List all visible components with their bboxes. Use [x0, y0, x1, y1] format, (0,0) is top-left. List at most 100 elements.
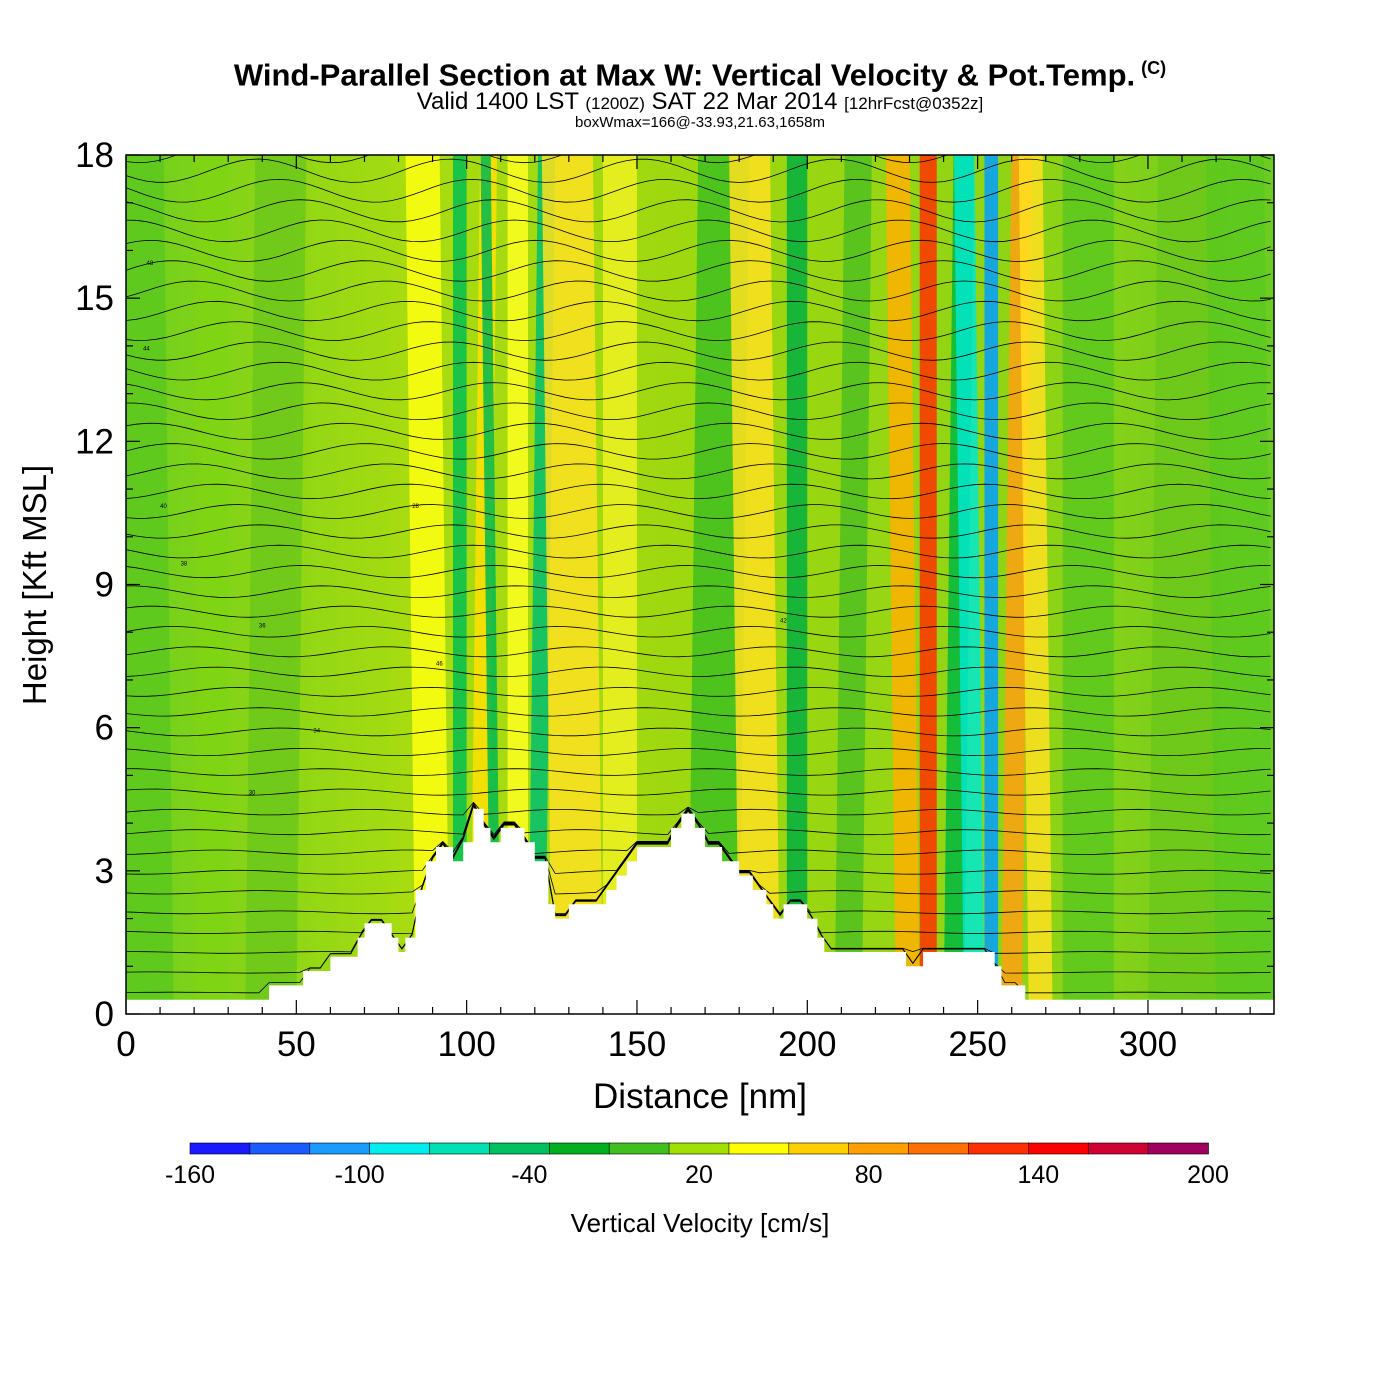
valid-prefix: Valid 1400 LST: [416, 88, 579, 116]
legend-tick-label: 80: [855, 1161, 883, 1189]
contour-label: 34: [313, 728, 320, 734]
theta-contour: [126, 666, 1271, 678]
theta-contour: [126, 361, 1271, 381]
legend-tick-label: -100: [335, 1161, 385, 1189]
velocity-band: [405, 155, 450, 1014]
color-legend: -160 -100 -40 20 80 140 200: [165, 1142, 1229, 1189]
theta-contour: [126, 747, 1271, 757]
y-tick-label: 9: [95, 566, 114, 605]
theta-contour: [126, 646, 1271, 658]
velocity-band: [602, 155, 637, 1014]
velocity-band: [453, 155, 467, 1014]
theta-contour: [126, 402, 1271, 421]
y-tick-label: 18: [75, 136, 114, 175]
terrain: [126, 808, 1274, 1014]
legend-swatch: [1147, 1142, 1209, 1155]
theta-contour: [126, 199, 1271, 223]
contour-label: 44: [143, 347, 150, 353]
velocity-band: [885, 155, 920, 1014]
y-tick-label: 15: [75, 279, 114, 318]
legend-swatch: [369, 1142, 431, 1155]
x-tick-label: 200: [778, 1025, 836, 1064]
contour-label: 42: [780, 619, 787, 625]
theta-contour: [126, 280, 1271, 302]
legend-swatch: [668, 1142, 730, 1155]
velocity-band: [1018, 155, 1053, 1014]
velocity-band: [919, 155, 937, 1014]
y-axis: 0 36 9 12 15 18: [75, 136, 1274, 1034]
theta-contour: [126, 788, 1271, 796]
legend-swatch: [548, 1142, 610, 1155]
velocity-band: [1147, 155, 1227, 1014]
contour-label: 28: [412, 504, 419, 510]
legend-swatch: [908, 1142, 970, 1155]
theta-contour: [126, 524, 1271, 539]
theta-contour: [126, 300, 1271, 322]
theta-contour: [126, 341, 1271, 361]
legend-swatch: [309, 1142, 371, 1155]
x-axis: 0 50 100 150 200 250 300: [116, 155, 1251, 1064]
theta-contours: [126, 155, 1271, 994]
velocity-band: [984, 155, 999, 1014]
x-tick-label: 100: [437, 1025, 495, 1064]
chart-subtitle: Valid 1400 LST (1200Z) SAT 22 Mar 2014 […: [0, 88, 1400, 116]
theta-contour: [126, 443, 1271, 460]
theta-contour: [126, 625, 1271, 638]
velocity-band: [729, 155, 781, 1014]
x-tick-label: 250: [948, 1025, 1006, 1064]
velocity-band: [954, 155, 985, 1014]
valid-zulu: (1200Z): [585, 94, 645, 114]
x-axis-label: Distance [nm]: [593, 1077, 807, 1116]
y-tick-label: 0: [95, 995, 114, 1034]
theta-contour: [126, 463, 1271, 480]
velocity-band: [126, 155, 174, 1014]
theta-contour: [126, 801, 1271, 816]
theta-contour: [126, 158, 1271, 183]
legend-swatch: [728, 1142, 790, 1155]
theta-contour: [126, 504, 1271, 519]
contour-label: 46: [436, 662, 443, 668]
velocity-band: [1062, 155, 1114, 1014]
theta-contour: [126, 382, 1271, 401]
velocity-band: [786, 155, 808, 1014]
theta-contour: [126, 707, 1271, 717]
contour-label: 30: [249, 790, 256, 796]
theta-contour: [126, 178, 1271, 203]
forecast-info: [12hrFcst@0352z]: [844, 94, 984, 114]
contour-labels: 48 44 40 38 36 34 30 28 46 42: [143, 261, 787, 797]
legend-tick-label: 140: [1017, 1161, 1059, 1189]
title-block: Wind-Parallel Section at Max W: Vertical…: [0, 50, 1400, 131]
legend-swatch: [429, 1142, 491, 1155]
x-tick-label: 150: [608, 1025, 666, 1064]
legend-swatch: [489, 1142, 551, 1155]
contour-label: 36: [259, 623, 266, 629]
legend-tick-label: -160: [165, 1161, 215, 1189]
legend-swatch: [1028, 1142, 1090, 1155]
theta-contour: [126, 483, 1271, 500]
legend-swatch: [848, 1142, 910, 1155]
theta-contour: [126, 565, 1271, 579]
velocity-band: [507, 155, 528, 1014]
contour-label: 38: [181, 561, 188, 567]
theta-contour: [126, 239, 1271, 262]
theta-contour: [126, 686, 1271, 697]
x-tick-label: 0: [116, 1025, 135, 1064]
legend-swatch: [608, 1142, 670, 1155]
contour-label: 40: [160, 504, 167, 510]
legend-swatch: [189, 1142, 251, 1155]
legend-swatch: [968, 1142, 1030, 1155]
velocity-band: [541, 155, 603, 1014]
y-tick-label: 6: [95, 709, 114, 748]
copyright-mark: (C): [1141, 58, 1167, 78]
y-axis-label: Height [Kft MSL]: [16, 465, 53, 705]
legend-title: Vertical Velocity [cm/s]: [571, 1208, 830, 1238]
theta-contour: [126, 605, 1271, 618]
theta-contour: [126, 768, 1271, 776]
chart-title: Wind-Parallel Section at Max W: Vertical…: [233, 57, 1167, 93]
theta-contour: [126, 544, 1271, 559]
legend-tick-label: -40: [511, 1161, 547, 1189]
velocity-band: [480, 155, 501, 1014]
y-tick-label: 12: [75, 422, 114, 461]
legend-swatch: [788, 1142, 850, 1155]
velocity-band: [834, 155, 872, 1014]
